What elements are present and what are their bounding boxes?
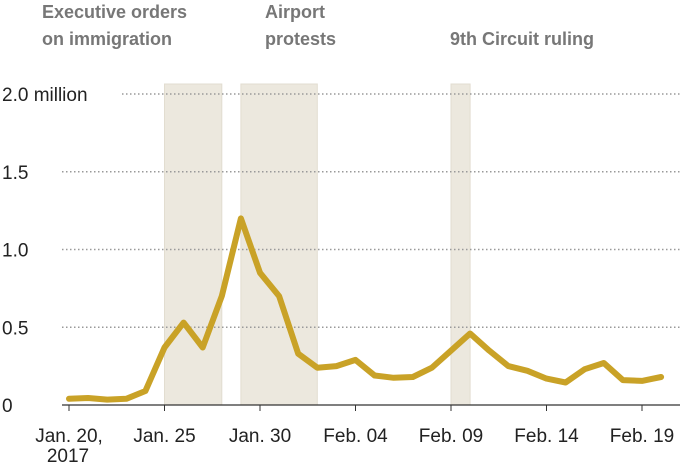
highlight-band (164, 83, 223, 406)
annotation: on immigration (42, 29, 172, 49)
y-tick-label: 2.0 million (2, 85, 88, 106)
y-tick-label: 0.5 (2, 318, 28, 339)
y-tick-label: 1.5 (2, 163, 28, 184)
data-line (66, 215, 665, 403)
x-tick-label: Jan. 20, (35, 426, 103, 447)
x-tick-label: Feb. 09 (419, 426, 483, 447)
highlight-band (450, 83, 471, 406)
x-tick-label: Jan. 25 (133, 426, 195, 447)
x-tick-label: Jan. 30 (229, 426, 291, 447)
x-tick-label: Feb. 04 (323, 426, 388, 447)
x-tick-label: Feb. 14 (514, 426, 579, 447)
highlight-band (240, 83, 318, 406)
annotation: Executive orders (42, 2, 187, 22)
x-tick-label: Feb. 19 (610, 426, 674, 447)
annotation: 9th Circuit ruling (450, 29, 594, 49)
annotation: Airport (265, 2, 325, 22)
y-tick-label: 1.0 (2, 241, 28, 262)
annotation: protests (265, 29, 336, 49)
y-tick-label: 0 (2, 396, 13, 417)
x-year-label: 2017 (47, 446, 89, 464)
